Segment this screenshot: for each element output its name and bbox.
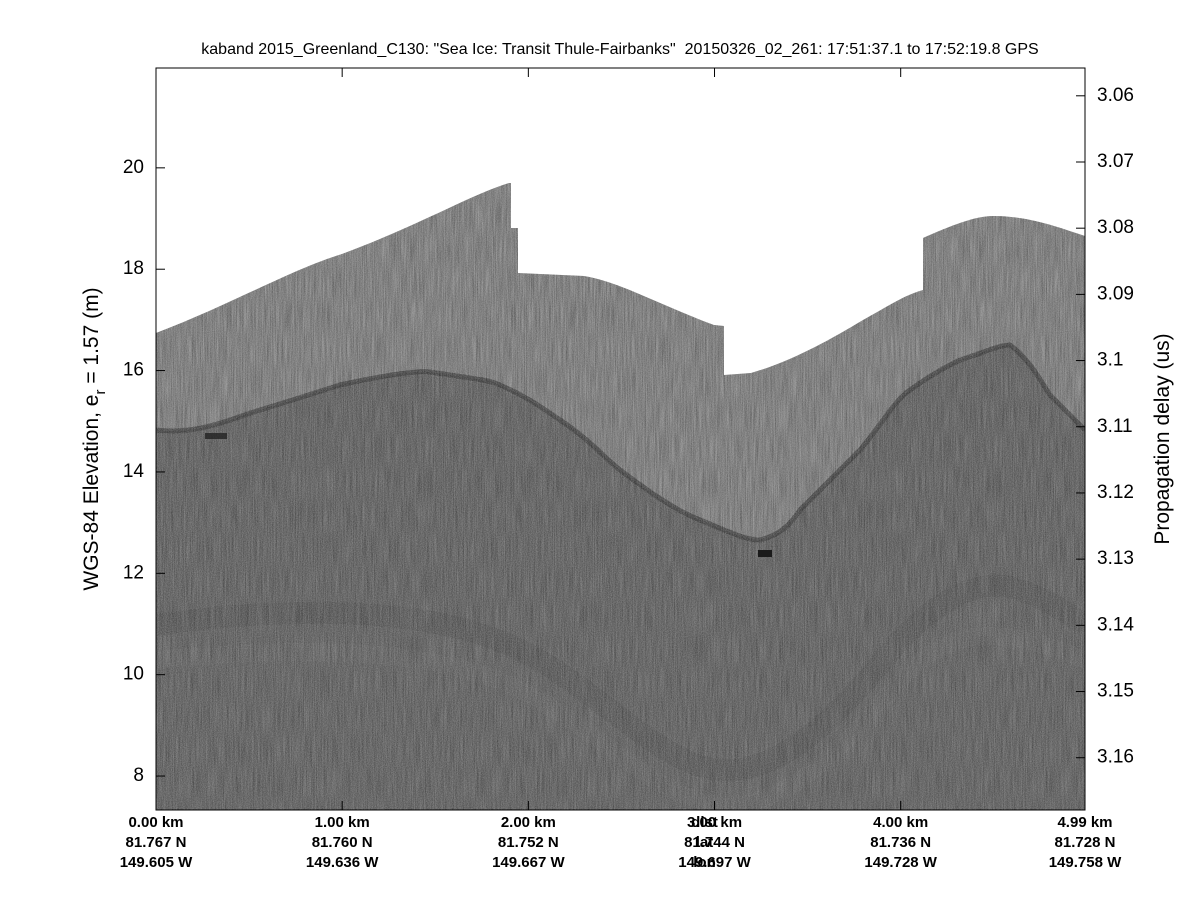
y-label-text: WGS-84 Elevation, e xyxy=(80,395,103,591)
x-row-label: lat xyxy=(696,834,714,851)
x-row-label: dist xyxy=(691,814,718,831)
x-tick-label: 4.00 km xyxy=(873,814,928,831)
x-tick-label: 2.00 km xyxy=(501,814,556,831)
y2-tick-label: 3.11 xyxy=(1097,416,1133,437)
y2-axis-label: Propagation delay (us) xyxy=(1151,333,1174,544)
x-tick-lat: 81.752 N xyxy=(498,834,559,851)
echogram xyxy=(156,183,1085,810)
y-label-text: = 1.57 (m) xyxy=(80,287,103,389)
y-tick-label: 16 xyxy=(123,360,144,381)
y2-tick-label: 3.06 xyxy=(1097,85,1134,106)
y2-tick-label: 3.09 xyxy=(1097,283,1134,304)
x-tick-lat: 81.767 N xyxy=(126,834,187,851)
x-row-label: lon xyxy=(693,854,716,871)
x-tick-label: 0.00 km xyxy=(128,814,183,831)
x-tick-lon: 149.667 W xyxy=(492,854,565,871)
x-tick-lat: 81.760 N xyxy=(312,834,373,851)
x-tick-lat: 81.736 N xyxy=(870,834,931,851)
x-tick-lon: 149.758 W xyxy=(1049,854,1122,871)
y-axis-label: WGS-84 Elevation, er = 1.57 (m) xyxy=(80,287,109,590)
y2-tick-label: 3.1 xyxy=(1097,350,1123,371)
x-tick-lon: 149.636 W xyxy=(306,854,379,871)
y2-tick-label: 3.14 xyxy=(1097,614,1134,635)
y2-tick-label: 3.08 xyxy=(1097,217,1134,238)
x-tick-lat: 81.728 N xyxy=(1055,834,1116,851)
x-tick-label: 3.00 km xyxy=(687,814,742,831)
x-tick-label: 4.99 km xyxy=(1057,814,1112,831)
y2-tick-label: 3.16 xyxy=(1097,747,1134,768)
y2-tick-label: 3.07 xyxy=(1097,151,1134,172)
y-tick-label: 12 xyxy=(123,562,144,583)
y-label-subscript: r xyxy=(92,390,109,395)
x-tick-lat: 81.744 N xyxy=(684,834,745,851)
y-tick-label: 18 xyxy=(123,258,144,279)
x-tick-lon: 149.728 W xyxy=(864,854,937,871)
y-tick-label: 8 xyxy=(133,765,144,786)
x-tick-lon: 149.605 W xyxy=(120,854,193,871)
y2-tick-label: 3.13 xyxy=(1097,548,1134,569)
y2-tick-label: 3.12 xyxy=(1097,482,1134,503)
chart-title: kaband 2015_Greenland_C130: "Sea Ice: Tr… xyxy=(201,41,1038,58)
y-tick-label: 10 xyxy=(123,664,144,685)
x-tick-lon: 149.697 W xyxy=(678,854,751,871)
y-tick-label: 20 xyxy=(123,157,144,178)
y-tick-label: 14 xyxy=(123,461,145,482)
x-tick-label: 1.00 km xyxy=(315,814,370,831)
axes-box xyxy=(155,67,1086,811)
y2-tick-label: 3.15 xyxy=(1097,681,1134,702)
